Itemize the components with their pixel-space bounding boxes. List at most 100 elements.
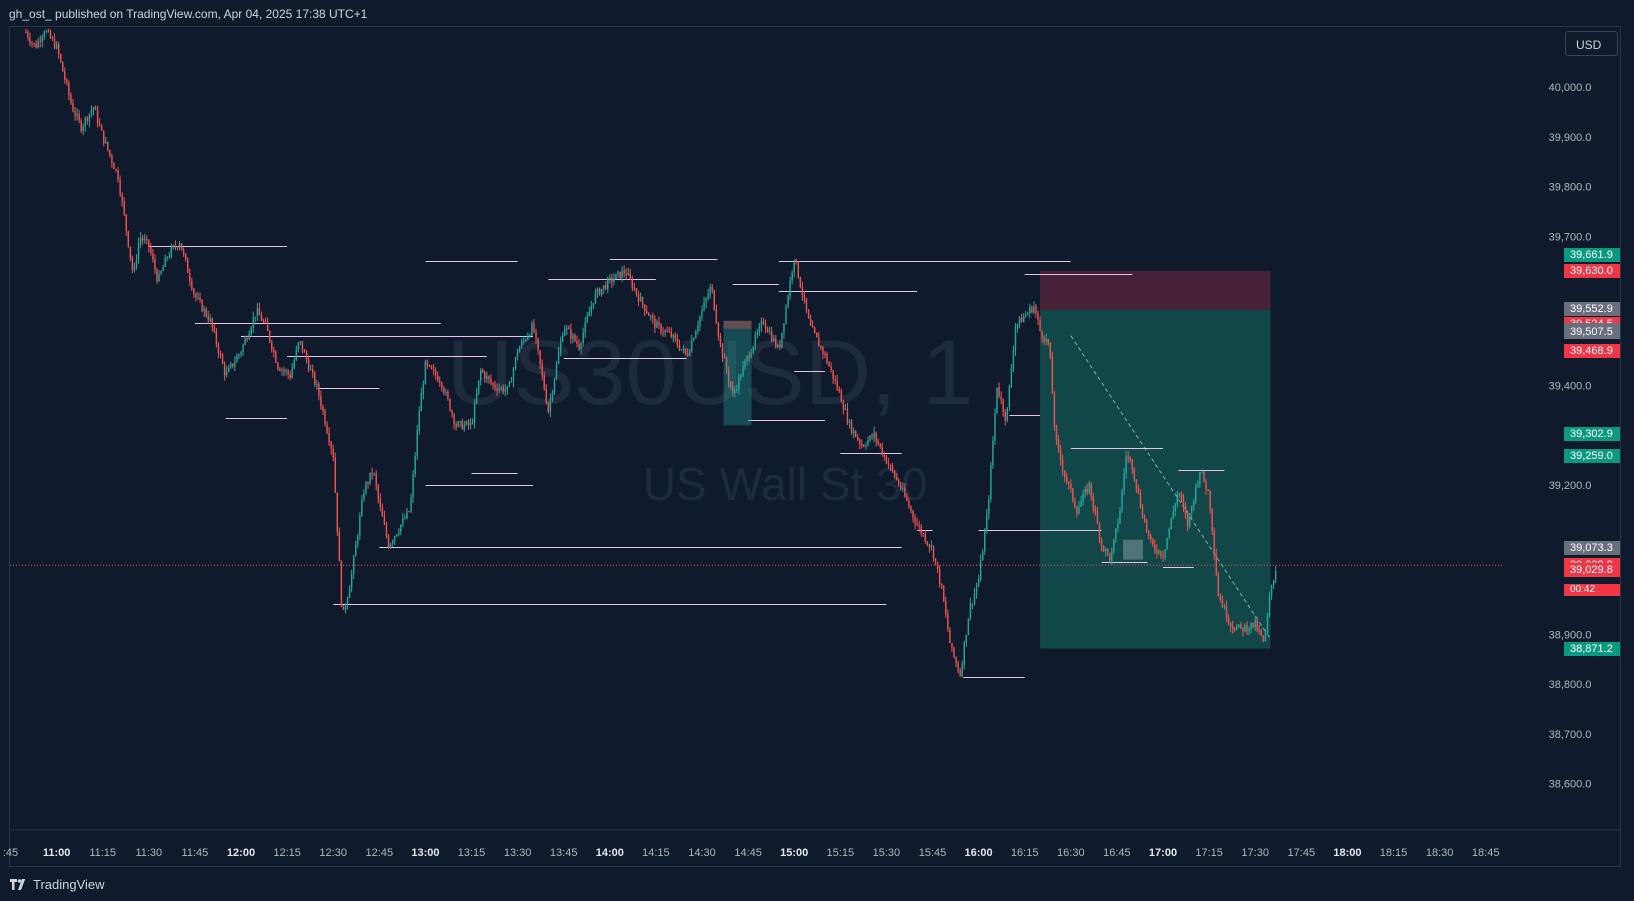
candle [840,388,843,403]
time-tick-label: 11:00 [43,847,71,859]
candle [1227,614,1230,626]
candle [512,366,515,388]
tradingview-brand[interactable]: TradingView [10,877,105,892]
candle [906,493,908,502]
candle [172,244,175,250]
candle [648,311,650,317]
candle [248,330,250,340]
take-profit-zone[interactable] [1040,309,1271,649]
candle [760,317,763,333]
candle [187,257,189,274]
time-tick-label: 13:15 [458,847,486,859]
candle [1199,472,1201,489]
stop-loss-zone[interactable] [1040,271,1271,310]
candle [350,569,353,593]
candle [268,330,271,344]
candle [777,343,779,349]
candle [211,317,214,332]
candle [1100,537,1103,552]
candle [1008,384,1011,412]
candle [1088,480,1090,495]
candle [973,588,976,606]
candle [660,323,662,336]
candle [1238,624,1240,629]
candle [1039,316,1041,332]
candle [176,245,179,251]
candle [193,287,195,299]
candle [37,37,39,49]
candle [912,509,914,523]
candlestick-chart[interactable]: US30USD, 1 US Wall St 30 40,000.0 39,900.… [0,0,1634,868]
candle [1086,483,1088,496]
candle [51,35,54,42]
highlight-box[interactable] [723,320,752,426]
candle [639,292,642,302]
price-tick-label: 39,700.0 [1549,231,1592,243]
candle [92,106,95,116]
candle [375,470,377,491]
candle [994,408,996,445]
candle [893,470,896,479]
candle [1123,468,1125,496]
candle [957,660,959,674]
candle [670,327,672,339]
candle [139,231,142,249]
candle [449,398,451,412]
candle [1147,530,1150,540]
candle [559,336,562,357]
publish-info: gh_ost_ published on TradingView.com, Ap… [9,7,368,21]
candle [902,482,904,492]
candle [592,303,595,310]
candle [1121,488,1123,514]
candle [96,105,99,128]
candle [1240,621,1242,630]
candle [103,130,105,147]
candle [881,442,884,458]
candle [598,287,601,296]
candle [629,268,632,281]
candle [408,510,410,513]
highlight-box-small [1123,539,1144,560]
candle [121,192,123,207]
candle [418,406,420,435]
candle [316,379,318,390]
chart-frame[interactable] [9,26,1621,867]
candle [725,356,728,375]
candle [789,276,791,301]
candle [180,243,183,251]
currency-selector[interactable]: USD [1565,31,1618,56]
candle [1106,548,1109,557]
candle [1029,303,1031,319]
candle [574,333,576,343]
candle [727,366,730,388]
candle [59,53,62,64]
time-tick-label: 18:15 [1380,847,1408,859]
candle [1156,544,1158,559]
candle [1141,504,1144,519]
candle [668,327,670,333]
candle [664,329,666,338]
time-tick-label: 11:30 [135,847,162,859]
candle [865,442,867,450]
candle [1063,470,1066,483]
candle [402,512,404,528]
candle [867,436,869,447]
candle [1080,495,1082,507]
candle [1254,615,1256,631]
time-tick-label: 16:00 [965,847,993,859]
candle [1053,390,1056,431]
candle [963,640,965,670]
candle [578,339,580,352]
candle [57,41,60,59]
candle [555,360,558,380]
candle [981,548,984,561]
candle [691,334,693,353]
candle [1195,483,1197,505]
candle [986,509,988,534]
candle [1219,593,1222,603]
candle [502,384,504,395]
candle [535,328,537,345]
candle [662,327,664,337]
candle [258,302,261,316]
candle [945,596,947,618]
